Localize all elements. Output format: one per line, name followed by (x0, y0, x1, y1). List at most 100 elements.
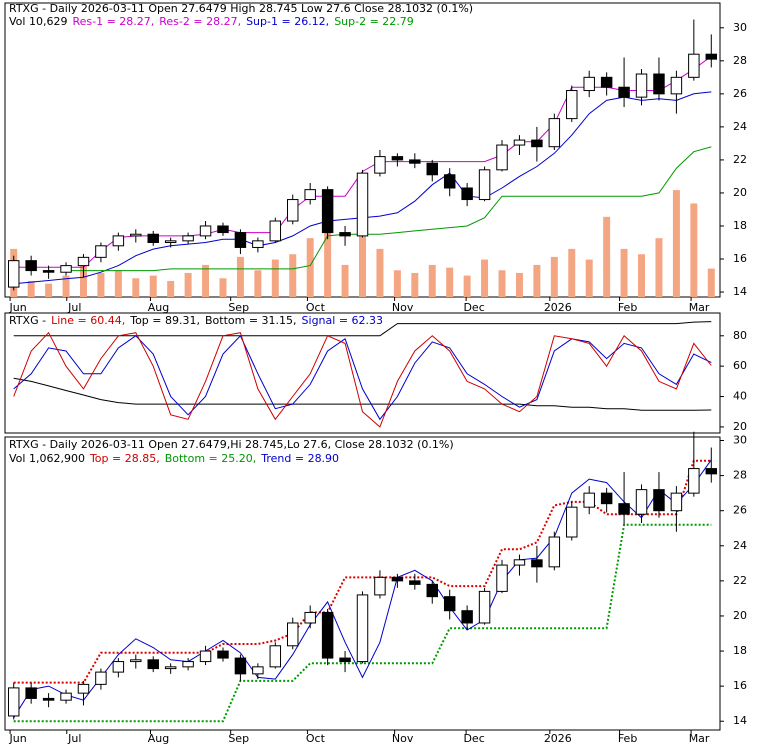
legend-entry: Bottom = 31.15, (205, 314, 297, 327)
candle-body (77, 256, 90, 267)
x-tick-label: Jul (67, 732, 81, 745)
candle-body (583, 76, 595, 92)
x-tick-label: Sep (228, 732, 249, 745)
volume-bar (236, 256, 244, 297)
candle-body (321, 611, 334, 659)
candle-body (182, 235, 194, 242)
volume-bar (515, 272, 523, 297)
x-tick-label: Sep (228, 301, 249, 314)
volume-bar (620, 248, 628, 297)
volume-bar (79, 264, 87, 297)
x-tick-label: Oct (306, 301, 326, 314)
volume-bar (655, 238, 663, 297)
volume-bar (359, 216, 366, 297)
candle-body (548, 536, 561, 568)
x-tick-label: Dec (463, 732, 484, 745)
volume-bar (149, 275, 157, 297)
y-tick-label: 40 (733, 390, 747, 403)
candle-body (217, 225, 229, 234)
candle-body (95, 245, 107, 258)
volume-bar (690, 203, 698, 297)
volume-bar (271, 259, 279, 297)
candle-body (339, 657, 351, 663)
legend-entry: Line = 60.44, (51, 314, 125, 327)
y-tick-label: 22 (733, 153, 747, 166)
candle-body (670, 76, 683, 95)
candle-body (147, 659, 159, 670)
x-tick-label: Jun (8, 732, 26, 745)
x-tick-label: Jul (67, 301, 81, 314)
candle-body (409, 580, 421, 585)
candle-body (199, 650, 212, 663)
candle-body (461, 610, 473, 624)
x-tick-label: Mar (689, 301, 710, 314)
candle-body (287, 622, 299, 647)
volume-bar (481, 259, 489, 297)
volume-bar (411, 272, 419, 297)
volume-bar (707, 268, 715, 297)
legend-entry: Sup-2 = 22.79 (334, 15, 414, 28)
y-tick-label: 20 (733, 186, 747, 199)
volume-bar (498, 270, 506, 297)
volume-bar (568, 248, 576, 297)
y-tick-label: 26 (733, 87, 747, 100)
volume-bar (428, 264, 436, 297)
y-tick-label: 30 (733, 434, 747, 447)
candle-body (234, 657, 247, 675)
volume-bar (533, 264, 541, 297)
volume-bar (463, 275, 471, 297)
candle-body (42, 697, 55, 701)
volume-bar (672, 190, 680, 297)
candle-body (356, 172, 369, 237)
y-tick-label: 28 (733, 54, 747, 67)
legend-entry: Trend = 28.90 (260, 452, 339, 465)
candle-body (653, 489, 665, 512)
candle-body (409, 159, 421, 164)
chart-header: RTXG - Daily 2026-03-11 Open 27.6479,Hi … (9, 438, 454, 451)
candle-body (147, 233, 159, 243)
candle-body (566, 90, 578, 120)
volume-bar (184, 272, 192, 297)
candle-body (77, 683, 90, 694)
candle-body (164, 666, 177, 670)
y-tick-label: 14 (733, 714, 747, 727)
x-tick-label: Nov (392, 732, 414, 745)
candle-body (60, 692, 72, 701)
candle-body (688, 53, 700, 78)
y-tick-label: 18 (733, 644, 747, 657)
candle-body (548, 118, 561, 148)
legend-entry: Bottom = 25.20, (165, 452, 257, 465)
candle-body (199, 225, 212, 237)
candle-body (635, 73, 648, 98)
candle-body (496, 564, 508, 592)
candle-body (60, 265, 72, 273)
y-tick-label: 26 (733, 504, 747, 517)
candle-body (234, 232, 247, 248)
series-line (13, 334, 712, 421)
candle-body (705, 468, 718, 475)
candle-body (95, 671, 107, 685)
candle-body (426, 583, 438, 598)
volume-bar (289, 254, 297, 297)
legend-entry: Res-2 = 28.27, (159, 15, 241, 28)
candle-body (618, 86, 630, 98)
volume-bar (45, 283, 53, 297)
candle-body (7, 260, 20, 288)
legend-entry: Signal = 62.33 (302, 314, 384, 327)
y-tick-label: 16 (733, 252, 747, 265)
volume-bar (132, 278, 140, 297)
volume-bar (638, 254, 646, 297)
candle-body (252, 240, 264, 248)
candle-body (112, 661, 125, 673)
series-line (66, 146, 712, 272)
y-tick-label: 80 (733, 329, 747, 342)
x-tick-label: Jun (8, 301, 26, 314)
y-tick-label: 60 (733, 359, 747, 372)
x-tick-label: Aug (148, 301, 169, 314)
legend-entry: Res-1 = 28.27, (72, 15, 154, 28)
legend-entry: Top = 89.31, (129, 314, 200, 327)
candle-body (513, 139, 526, 146)
candle-body (443, 174, 456, 189)
legend-entry: Vol 1,062,900 (9, 452, 85, 465)
